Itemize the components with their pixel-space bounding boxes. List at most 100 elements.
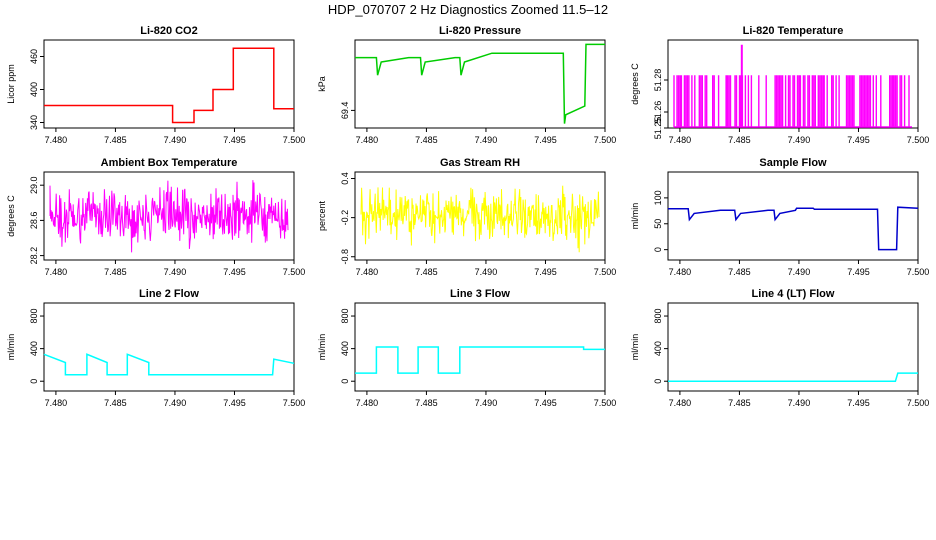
y-axis-label: ml/min (630, 334, 640, 361)
y-tick-label: 0.4 (340, 172, 350, 185)
series-line (360, 185, 600, 253)
x-tick-label: 7.495 (223, 135, 246, 145)
x-tick-label: 7.480 (356, 135, 379, 145)
panel-title: Sample Flow (759, 157, 827, 169)
y-tick-label: -0.2 (340, 210, 350, 226)
y-axis-label: ml/min (630, 203, 640, 230)
x-tick-label: 7.495 (847, 267, 870, 277)
x-tick-label: 7.490 (164, 267, 187, 277)
x-tick-label: 7.490 (788, 398, 811, 408)
x-tick-label: 7.490 (475, 135, 498, 145)
x-tick-label: 7.500 (283, 267, 306, 277)
x-tick-label: 7.490 (788, 267, 811, 277)
x-tick-label: 7.485 (415, 135, 438, 145)
x-tick-label: 7.490 (164, 398, 187, 408)
x-tick-label: 7.495 (847, 398, 870, 408)
x-tick-label: 7.480 (669, 135, 692, 145)
x-tick-label: 7.485 (104, 398, 127, 408)
x-tick-label: 7.485 (415, 267, 438, 277)
y-tick-label: 0 (29, 379, 39, 384)
x-tick-label: 7.500 (907, 398, 930, 408)
series-line (355, 346, 605, 374)
y-tick-label: 460 (29, 49, 39, 64)
x-tick-label: 7.500 (594, 267, 617, 277)
y-tick-label: 0 (653, 247, 663, 252)
panel-title: Li-820 Temperature (743, 25, 844, 37)
series-line (44, 47, 294, 124)
x-tick-label: 7.495 (534, 267, 557, 277)
x-tick-label: 7.495 (534, 135, 557, 145)
panel-title: Line 2 Flow (139, 288, 199, 300)
y-tick-label: 51.26 (653, 101, 663, 124)
y-tick-label: 340 (29, 115, 39, 130)
y-tick-label: 100 (653, 190, 663, 205)
x-tick-label: 7.485 (415, 398, 438, 408)
figure-title: HDP_070707 2 Hz Diagnostics Zoomed 11.5–… (327, 2, 609, 17)
y-tick-label: 400 (653, 341, 663, 356)
panel-3: Li-820 Temperature 7.480 7.485 7.490 7.495 7.… (630, 25, 929, 145)
x-tick-label: 7.480 (669, 398, 692, 408)
x-tick-label: 7.480 (356, 267, 379, 277)
series-line (673, 75, 910, 127)
y-tick-label: 51.25 (653, 117, 663, 140)
y-tick-label: 28.2 (29, 247, 39, 265)
x-tick-label: 7.485 (728, 398, 751, 408)
panel-6: Sample Flow 7.480 7.485 7.490 7.495 7.500 0 50 1… (630, 157, 929, 277)
y-tick-label: 51.28 (653, 69, 663, 92)
panel-title: Line 3 Flow (450, 288, 510, 300)
x-tick-label: 7.490 (475, 267, 498, 277)
panel-7: Line 2 Flow 7.480 7.485 7.490 7.495 7.500 0 400… (6, 288, 305, 408)
x-tick-label: 7.495 (223, 398, 246, 408)
y-tick-label: 400 (29, 82, 39, 97)
series-line (668, 206, 919, 251)
x-tick-label: 7.495 (223, 267, 246, 277)
y-axis-label: percent (317, 200, 327, 231)
plot-frame (43, 302, 295, 392)
panel-2: Li-820 Pressure 7.480 7.485 7.490 7.495 7.500… (317, 25, 616, 145)
y-axis-label: degrees C (630, 63, 640, 105)
y-tick-label: 800 (340, 309, 350, 324)
x-tick-label: 7.500 (283, 398, 306, 408)
x-tick-label: 7.490 (164, 135, 187, 145)
y-axis-label: ml/min (317, 334, 327, 361)
x-tick-label: 7.480 (45, 267, 68, 277)
x-tick-label: 7.485 (104, 267, 127, 277)
y-tick-label: 0 (653, 379, 663, 384)
panel-9: Line 4 (LT) Flow 7.480 7.485 7.490 7.495 7.50… (630, 288, 929, 408)
panel-title: Gas Stream RH (440, 157, 520, 169)
x-tick-label: 7.495 (847, 135, 870, 145)
x-tick-label: 7.480 (45, 135, 68, 145)
x-tick-label: 7.500 (594, 398, 617, 408)
panel-title: Ambient Box Temperature (101, 157, 238, 169)
plot-frame (667, 171, 919, 261)
panel-title: Li-820 Pressure (439, 25, 521, 37)
panel-4: Ambient Box Temperature 7.480 7.485 7.490 7.… (6, 157, 305, 277)
y-tick-label: 800 (29, 309, 39, 324)
x-tick-label: 7.490 (475, 398, 498, 408)
y-tick-label: -0.8 (340, 249, 350, 265)
x-tick-label: 7.485 (104, 135, 127, 145)
y-tick-label: 0 (340, 379, 350, 384)
series-line (49, 180, 289, 253)
panel-1: Li-820 CO2 7.480 7.485 7.490 7.495 7.500 340 40… (6, 25, 305, 145)
x-tick-label: 7.480 (669, 267, 692, 277)
y-axis-label: Licor ppm (6, 64, 16, 104)
panel-8: Line 3 Flow 7.480 7.485 7.490 7.495 7.500 0 400… (317, 288, 616, 408)
x-tick-label: 7.500 (594, 135, 617, 145)
x-tick-label: 7.480 (356, 398, 379, 408)
plot-frame (354, 302, 606, 392)
y-tick-label: 28.6 (29, 212, 39, 230)
series-line (355, 43, 605, 124)
x-tick-label: 7.490 (788, 135, 811, 145)
panel-title: Line 4 (LT) Flow (752, 288, 835, 300)
y-tick-label: 800 (653, 309, 663, 324)
panel-title: Li-820 CO2 (140, 25, 197, 37)
series-line (43, 353, 295, 376)
series-line (668, 372, 918, 382)
x-tick-label: 7.495 (534, 398, 557, 408)
x-tick-label: 7.485 (728, 267, 751, 277)
y-axis-label: kPa (317, 76, 327, 92)
y-tick-label: 29.0 (29, 176, 39, 194)
y-tick-label: 69.4 (340, 102, 350, 120)
